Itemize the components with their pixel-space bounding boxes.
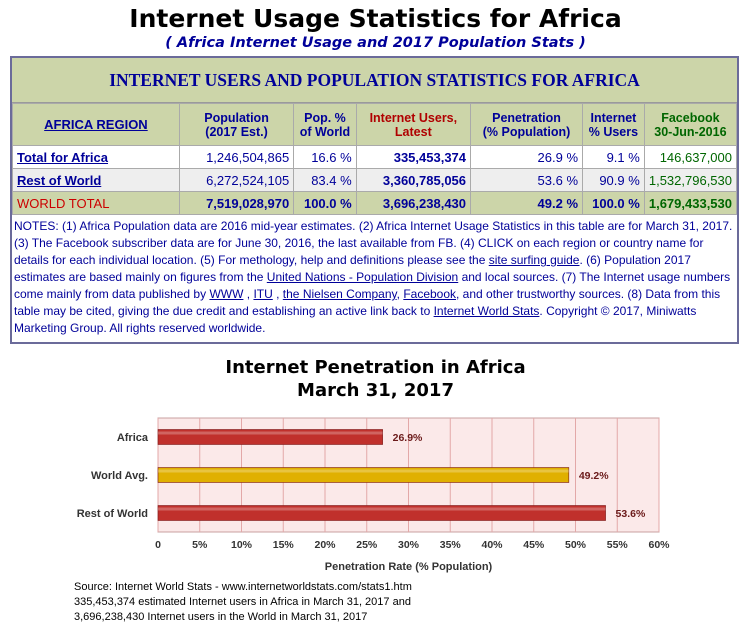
bar <box>157 505 606 521</box>
itu-link[interactable]: ITU <box>253 287 273 301</box>
cell-facebook: 146,637,000 <box>643 145 738 169</box>
stats-box-heading: INTERNET USERS AND POPULATION STATISTICS… <box>12 58 737 103</box>
col-header-penetration: Penetration (% Population) <box>470 103 584 146</box>
col-header-region[interactable]: AFRICA REGION <box>12 103 180 146</box>
cell-internet-pct: 100.0 % <box>582 191 645 215</box>
cell-population: 6,272,524,105 <box>178 168 295 192</box>
stats-box: INTERNET USERS AND POPULATION STATISTICS… <box>10 56 739 344</box>
table-row: Rest of World 6,272,524,105 83.4 % 3,360… <box>12 168 738 192</box>
cell-users: 3,360,785,056 <box>355 168 472 192</box>
source-line-2: 335,453,374 estimated Internet users in … <box>74 596 411 608</box>
chart-title: Internet Penetration in Africa <box>225 357 526 378</box>
x-tick-label: 40% <box>481 539 503 551</box>
cell-pop-pct: 100.0 % <box>293 191 357 215</box>
x-tick-label: 10% <box>231 539 253 551</box>
x-tick-label: 50% <box>565 539 587 551</box>
x-tick-label: 45% <box>523 539 545 551</box>
cell-facebook: 1,532,796,530 <box>643 168 738 192</box>
col-header-pop-pct: Pop. % of World <box>293 103 357 146</box>
cell-penetration: 53.6 % <box>470 168 584 192</box>
y-category-label: Rest of World <box>77 508 148 520</box>
x-tick-label: 30% <box>398 539 420 551</box>
un-population-division-link[interactable]: United Nations - Population Division <box>266 270 459 284</box>
cell-internet-pct: 90.9 % <box>582 168 645 192</box>
region-link-africa[interactable]: Total for Africa <box>12 145 180 169</box>
cell-users: 3,696,238,430 <box>355 191 472 215</box>
cell-pop-pct: 83.4 % <box>293 168 357 192</box>
cell-population: 1,246,504,865 <box>178 145 295 169</box>
data-label: 53.6% <box>616 508 646 520</box>
data-label: 26.9% <box>393 432 423 444</box>
cell-pop-pct: 16.6 % <box>293 145 357 169</box>
col-header-users: Internet Users, Latest <box>355 103 472 146</box>
x-tick-label: 35% <box>440 539 462 551</box>
x-tick-label: 5% <box>192 539 208 551</box>
cell-population: 7,519,028,970 <box>178 191 295 215</box>
source-line-3: 3,696,238,430 Internet users in the Worl… <box>74 611 368 623</box>
x-tick-label: 60% <box>648 539 670 551</box>
x-tick-label: 55% <box>607 539 629 551</box>
facebook-link[interactable]: Facebook <box>403 287 457 301</box>
table-header-row: AFRICA REGION Population (2017 Est.) Pop.… <box>12 103 738 146</box>
bar <box>157 467 570 483</box>
x-tick-label: 0 <box>155 539 161 551</box>
cell-internet-pct: 9.1 % <box>582 145 645 169</box>
penetration-bar-chart: 0 5% 10% 15% 20% 25% 30% 35% 40% 45% 50% 55% 60% Afri… <box>77 417 670 573</box>
x-tick-label: 20% <box>314 539 336 551</box>
site-surfing-guide-link[interactable]: site surfing guide <box>488 253 580 267</box>
stats-table: AFRICA REGION Population (2017 Est.) Pop.… <box>12 103 738 215</box>
nielsen-link[interactable]: the Nielsen Company <box>282 287 397 301</box>
bar-highlight <box>158 431 383 435</box>
cell-penetration: 49.2 % <box>470 191 584 215</box>
col-header-facebook: Facebook 30-Jun-2016 <box>643 103 738 146</box>
region-link-rest-of-world[interactable]: Rest of World <box>12 168 180 192</box>
y-category-label: World Avg. <box>91 470 148 482</box>
source-text: Source: Internet World Stats - www.inter… <box>74 580 412 625</box>
chart-subtitle: March 31, 2017 <box>297 380 454 401</box>
y-category-label: Africa <box>117 432 149 444</box>
www-link[interactable]: WWW <box>209 287 244 301</box>
table-row: WORLD TOTAL 7,519,028,970 100.0 % 3,696,… <box>12 191 738 215</box>
x-tick-label: 15% <box>273 539 295 551</box>
bar-highlight <box>158 469 569 473</box>
cell-facebook: 1,679,433,530 <box>643 191 738 215</box>
page-title: Internet Usage Statistics for Africa <box>129 4 622 33</box>
chart-title-block: Internet Penetration in Africa March 31,… <box>0 356 751 402</box>
source-line-1: Source: Internet World Stats - www.inter… <box>74 581 412 593</box>
internet-world-stats-link[interactable]: Internet World Stats <box>433 304 540 318</box>
table-row: Total for Africa 1,246,504,865 16.6 % 33… <box>12 145 738 169</box>
cell-users: 335,453,374 <box>355 145 472 169</box>
col-header-internet-pct: Internet% Users <box>582 103 645 146</box>
cell-region-world-total: WORLD TOTAL <box>12 191 180 215</box>
x-axis-label: Penetration Rate (% Population) <box>325 561 493 573</box>
bar <box>157 429 383 445</box>
data-label: 49.2% <box>579 470 609 482</box>
notes-text: NOTES: (1) Africa Population data are 20… <box>14 219 733 335</box>
bar-highlight <box>158 507 606 511</box>
col-header-population: Population (2017 Est.) <box>178 103 295 146</box>
cell-penetration: 26.9 % <box>470 145 584 169</box>
page-subtitle: ( Africa Internet Usage and 2017 Populat… <box>165 35 586 51</box>
x-tick-label: 25% <box>356 539 378 551</box>
